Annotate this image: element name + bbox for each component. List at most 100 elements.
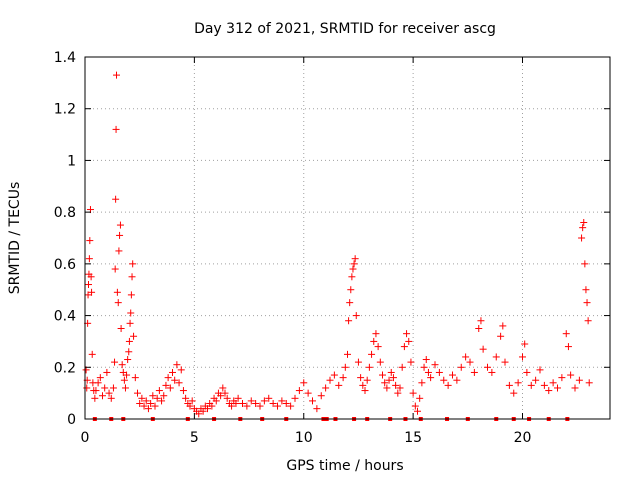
data-point: [243, 402, 251, 410]
data-point: [186, 402, 194, 410]
data-point: [409, 389, 417, 397]
data-point: [457, 363, 465, 371]
data-point: [431, 361, 439, 369]
data-point: [208, 402, 216, 410]
data-point: [501, 358, 509, 366]
data-point: [579, 224, 587, 232]
data-point: [140, 402, 148, 410]
data-point: [387, 368, 395, 376]
data-point: [400, 343, 408, 351]
data-point: [219, 384, 227, 392]
data-point: [128, 273, 136, 281]
data-point: [125, 337, 133, 345]
data-point: [118, 361, 126, 369]
data-point: [567, 371, 575, 379]
data-point: [169, 368, 176, 376]
grid-layer: [85, 57, 610, 419]
data-point: [144, 405, 152, 413]
data-point: [256, 402, 264, 410]
data-point: [396, 384, 404, 392]
data-point: [484, 363, 491, 371]
data-point: [348, 273, 356, 281]
data-point: [260, 397, 268, 405]
data-point: [376, 358, 384, 366]
data-point: [223, 394, 231, 402]
data-point: [389, 374, 397, 382]
data-point: [212, 397, 220, 405]
data-point: [113, 71, 120, 79]
x-tick-label: 0: [81, 430, 90, 446]
data-point: [234, 394, 242, 402]
data-point: [345, 317, 353, 325]
data-point: [449, 371, 456, 379]
data-point: [199, 407, 207, 415]
data-point: [420, 363, 428, 371]
data-point: [351, 255, 359, 263]
x-axis-label: GPS time / hours: [286, 458, 403, 474]
data-point: [113, 288, 121, 296]
data-point: [383, 384, 391, 392]
data-point: [527, 381, 535, 389]
data-point: [287, 402, 295, 410]
data-point: [274, 402, 281, 410]
data-point: [435, 368, 443, 376]
data-point: [346, 299, 354, 307]
data-point: [352, 312, 360, 320]
data-point: [278, 397, 286, 405]
y-tick-label: 1.4: [54, 50, 76, 66]
data-point: [179, 387, 187, 395]
data-point: [129, 260, 137, 268]
x-tick-label: 10: [295, 430, 313, 446]
data-point: [523, 368, 531, 376]
data-point: [505, 381, 513, 389]
data-point: [578, 234, 586, 242]
data-point: [499, 322, 507, 330]
data-point: [160, 392, 168, 400]
data-point: [414, 407, 421, 415]
data-point: [155, 387, 163, 395]
data-point: [411, 402, 419, 410]
data-point: [204, 405, 211, 413]
data-point: [265, 394, 273, 402]
data-point: [120, 376, 128, 384]
data-point: [475, 325, 483, 332]
y-tick-label: 0.8: [54, 205, 76, 221]
data-point: [357, 374, 365, 382]
data-point: [239, 399, 246, 407]
data-point: [166, 384, 174, 392]
data-point: [361, 387, 369, 395]
data-point: [521, 340, 529, 348]
data-point: [116, 221, 124, 229]
data-point: [127, 291, 135, 299]
data-point: [368, 350, 376, 358]
data-point: [313, 405, 321, 413]
data-point: [444, 381, 452, 389]
data-point: [111, 265, 119, 273]
data-point: [470, 368, 478, 376]
data-point: [363, 376, 371, 384]
data-point: [221, 389, 229, 397]
data-point: [112, 125, 120, 133]
data-point: [571, 384, 579, 392]
data-point: [83, 384, 91, 392]
data-point: [347, 286, 355, 294]
data-point: [126, 319, 134, 327]
data-point: [477, 317, 485, 325]
data-point: [111, 358, 119, 366]
data-point: [164, 374, 172, 382]
data-point: [116, 231, 124, 239]
data-point: [422, 356, 430, 364]
data-point: [252, 399, 260, 407]
data-point: [584, 317, 592, 325]
data-point: [92, 387, 100, 395]
data-point: [532, 376, 540, 384]
y-axis-label: SRMTID / TECUs: [7, 182, 23, 295]
data-point: [87, 273, 95, 281]
data-point: [418, 379, 426, 387]
data-point: [341, 363, 349, 371]
data-point: [583, 299, 591, 307]
data-point: [545, 387, 553, 395]
data-point: [123, 371, 131, 379]
data-point: [585, 379, 593, 387]
y-tick-label: 1.2: [54, 102, 76, 118]
